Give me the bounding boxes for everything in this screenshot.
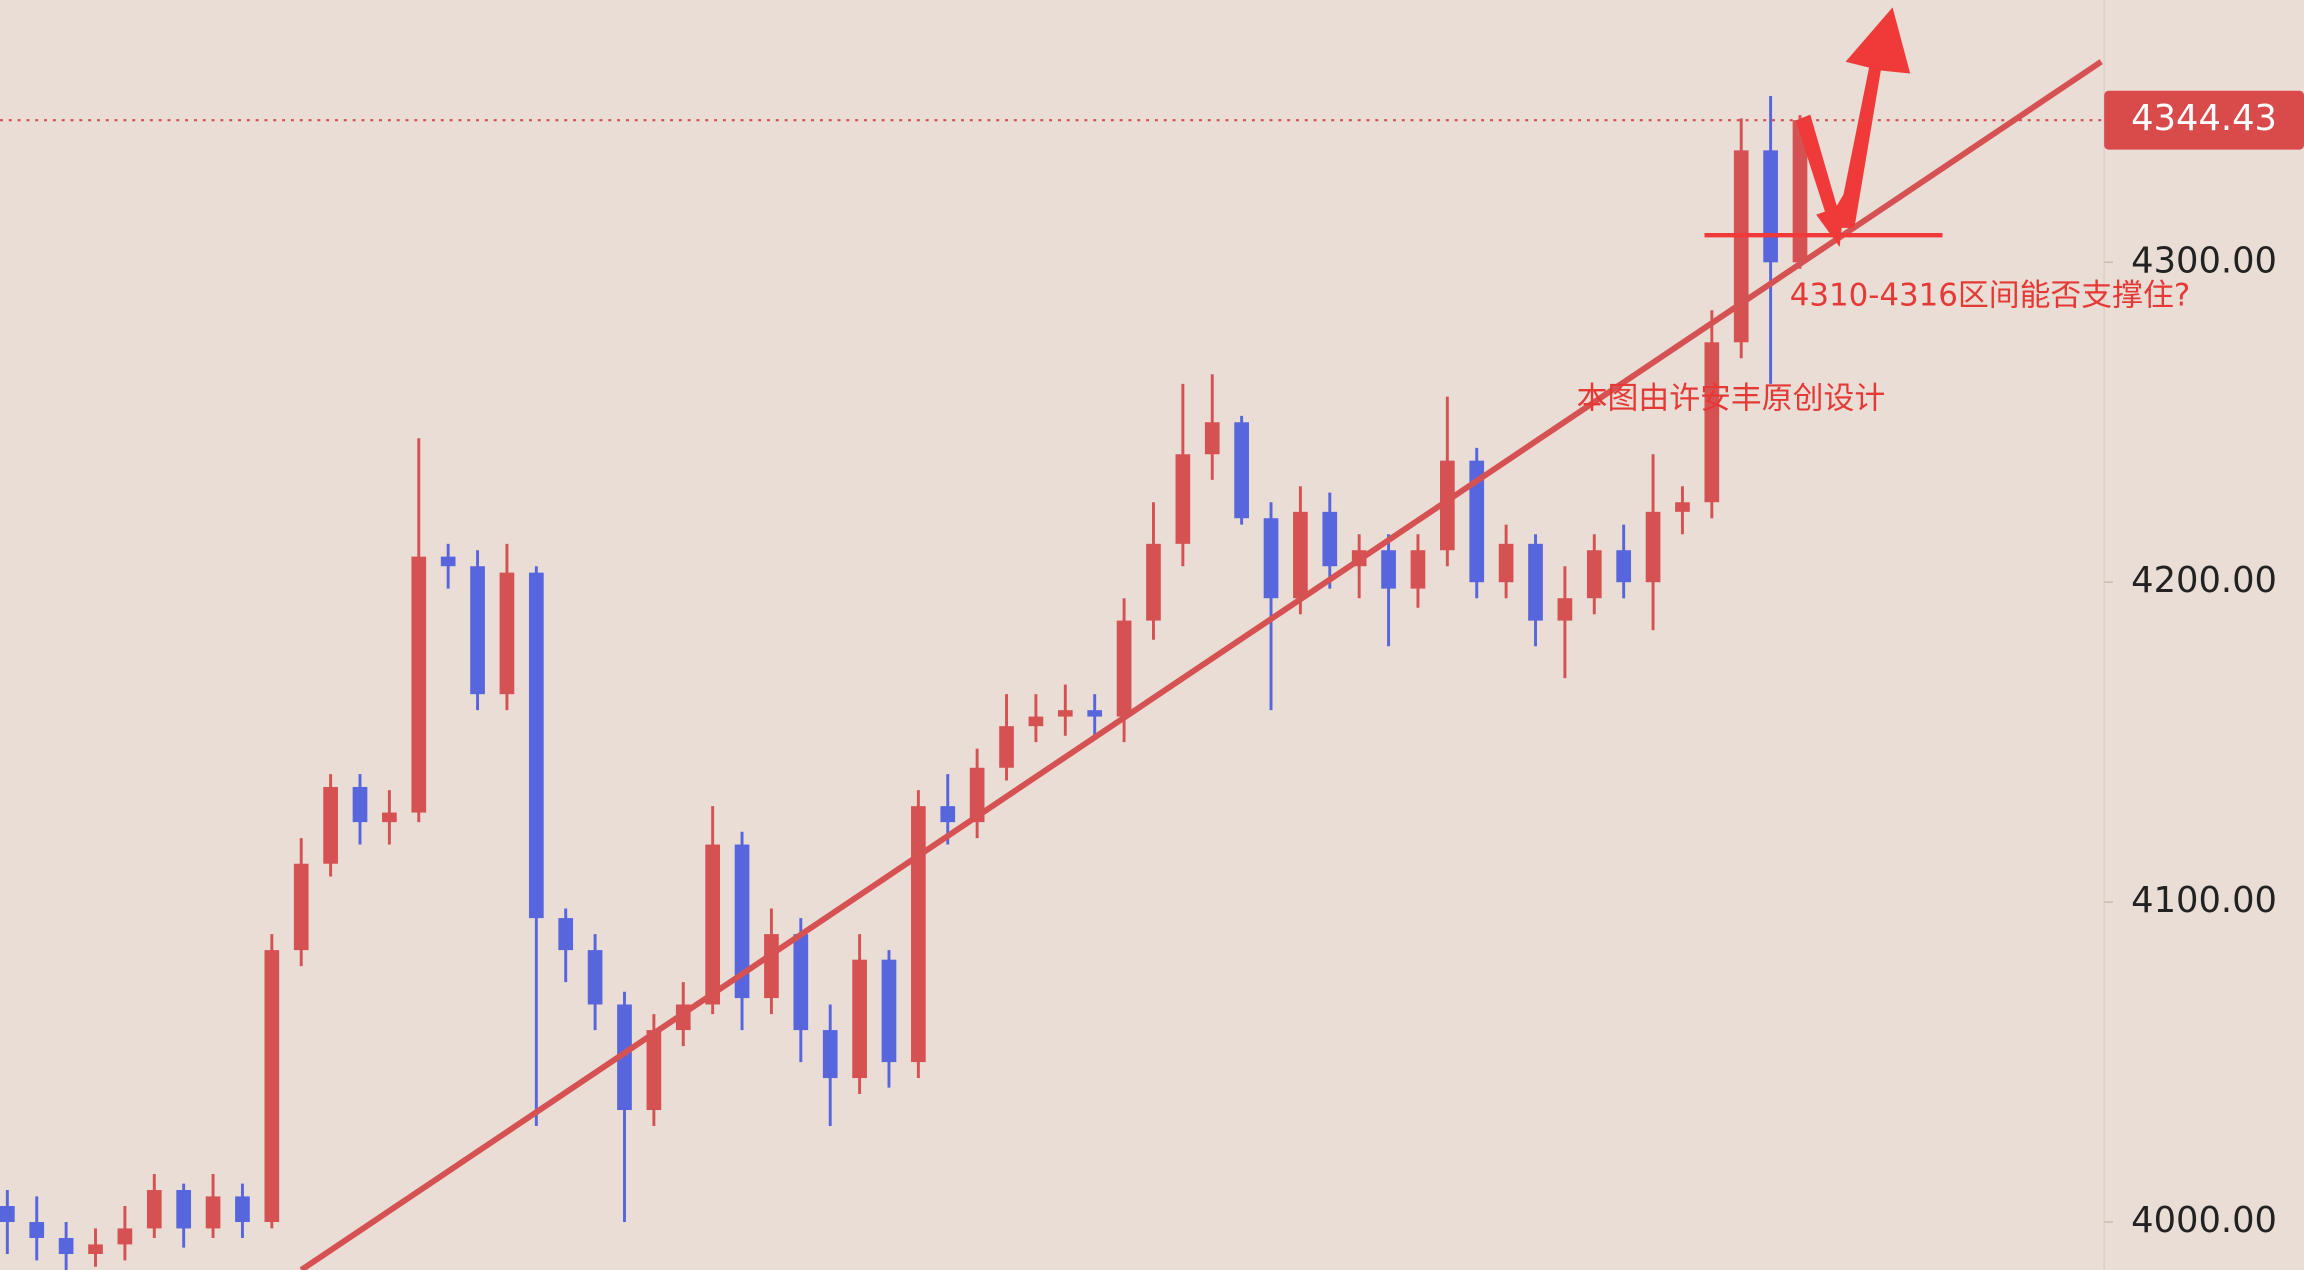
candle-body (58, 1238, 74, 1255)
candle-body (1322, 511, 1338, 567)
last-price-box (2104, 90, 2304, 150)
candle-body (1146, 543, 1161, 621)
candle-body (1616, 550, 1632, 583)
annotation: 4310-4316区间能否支撑住? (1790, 277, 2191, 313)
candle-body (440, 556, 456, 567)
candle-body (1204, 422, 1220, 455)
candle-body (0, 1206, 15, 1223)
candle-body (470, 566, 485, 695)
candle-body (117, 1228, 133, 1245)
candle-body (1704, 342, 1720, 503)
candle-body (793, 934, 809, 1031)
y-tick-label: 4100.00 (2131, 880, 2277, 921)
candle-body (999, 726, 1014, 768)
y-tick-label: 4300.00 (2131, 240, 2277, 281)
candle-body (852, 959, 867, 1079)
candle-body (528, 572, 544, 919)
candle-body (822, 1030, 838, 1079)
candle-body (1293, 511, 1308, 599)
candle-body (1733, 150, 1749, 343)
candle-body (1234, 422, 1249, 519)
candle-body (881, 959, 897, 1063)
candle-body (1528, 543, 1543, 621)
last-price-label: 4344.43 (2131, 98, 2277, 139)
y-tick-label: 4200.00 (2131, 560, 2277, 601)
candle-body (1087, 710, 1103, 717)
candle-body (1498, 543, 1514, 583)
candle-body (764, 934, 779, 999)
candle-body (617, 1004, 632, 1111)
candle-body (1645, 511, 1661, 583)
y-tick-label: 4000.00 (2131, 1200, 2277, 1241)
candle-body (1410, 550, 1426, 589)
candle-body (734, 844, 750, 999)
candles (0, 95, 1808, 1270)
candle-body (558, 918, 574, 951)
candle-body (352, 786, 368, 823)
candle-body (1586, 550, 1602, 599)
candle-body (1763, 150, 1778, 263)
trendline (299, 59, 2103, 1270)
candle-body (88, 1244, 103, 1255)
annotation: 本图由许安丰原创设计 (1577, 380, 1886, 416)
candle-body (146, 1190, 162, 1229)
candle-body (1792, 120, 1808, 263)
candle-body (1440, 460, 1455, 551)
candle-body (382, 812, 397, 823)
candle-body (176, 1190, 192, 1229)
candle-body (411, 556, 427, 813)
candle-body (1675, 502, 1690, 512)
candle-body (499, 572, 515, 695)
candle-body (911, 806, 926, 1063)
candle-body (705, 844, 720, 1005)
candle-body (587, 950, 603, 1005)
up-arrow (1836, 7, 1911, 228)
candle-body (1028, 716, 1044, 727)
candle-body (235, 1196, 250, 1223)
candle-body (1057, 710, 1073, 717)
candle-body (1116, 620, 1132, 717)
candle-body (1557, 598, 1573, 621)
candle-body (646, 1030, 662, 1111)
candle-body (293, 863, 309, 951)
candle-body (1381, 550, 1396, 589)
candle-body (323, 786, 338, 864)
candle-body (1263, 518, 1279, 599)
down-arrow (1795, 114, 1846, 247)
candle-body (29, 1222, 45, 1239)
candle-body (1175, 454, 1191, 544)
candle-body (1469, 460, 1485, 583)
candle-body (940, 806, 956, 823)
candle-body (969, 767, 985, 823)
candle-body (205, 1196, 221, 1229)
candle-body (264, 950, 280, 1223)
